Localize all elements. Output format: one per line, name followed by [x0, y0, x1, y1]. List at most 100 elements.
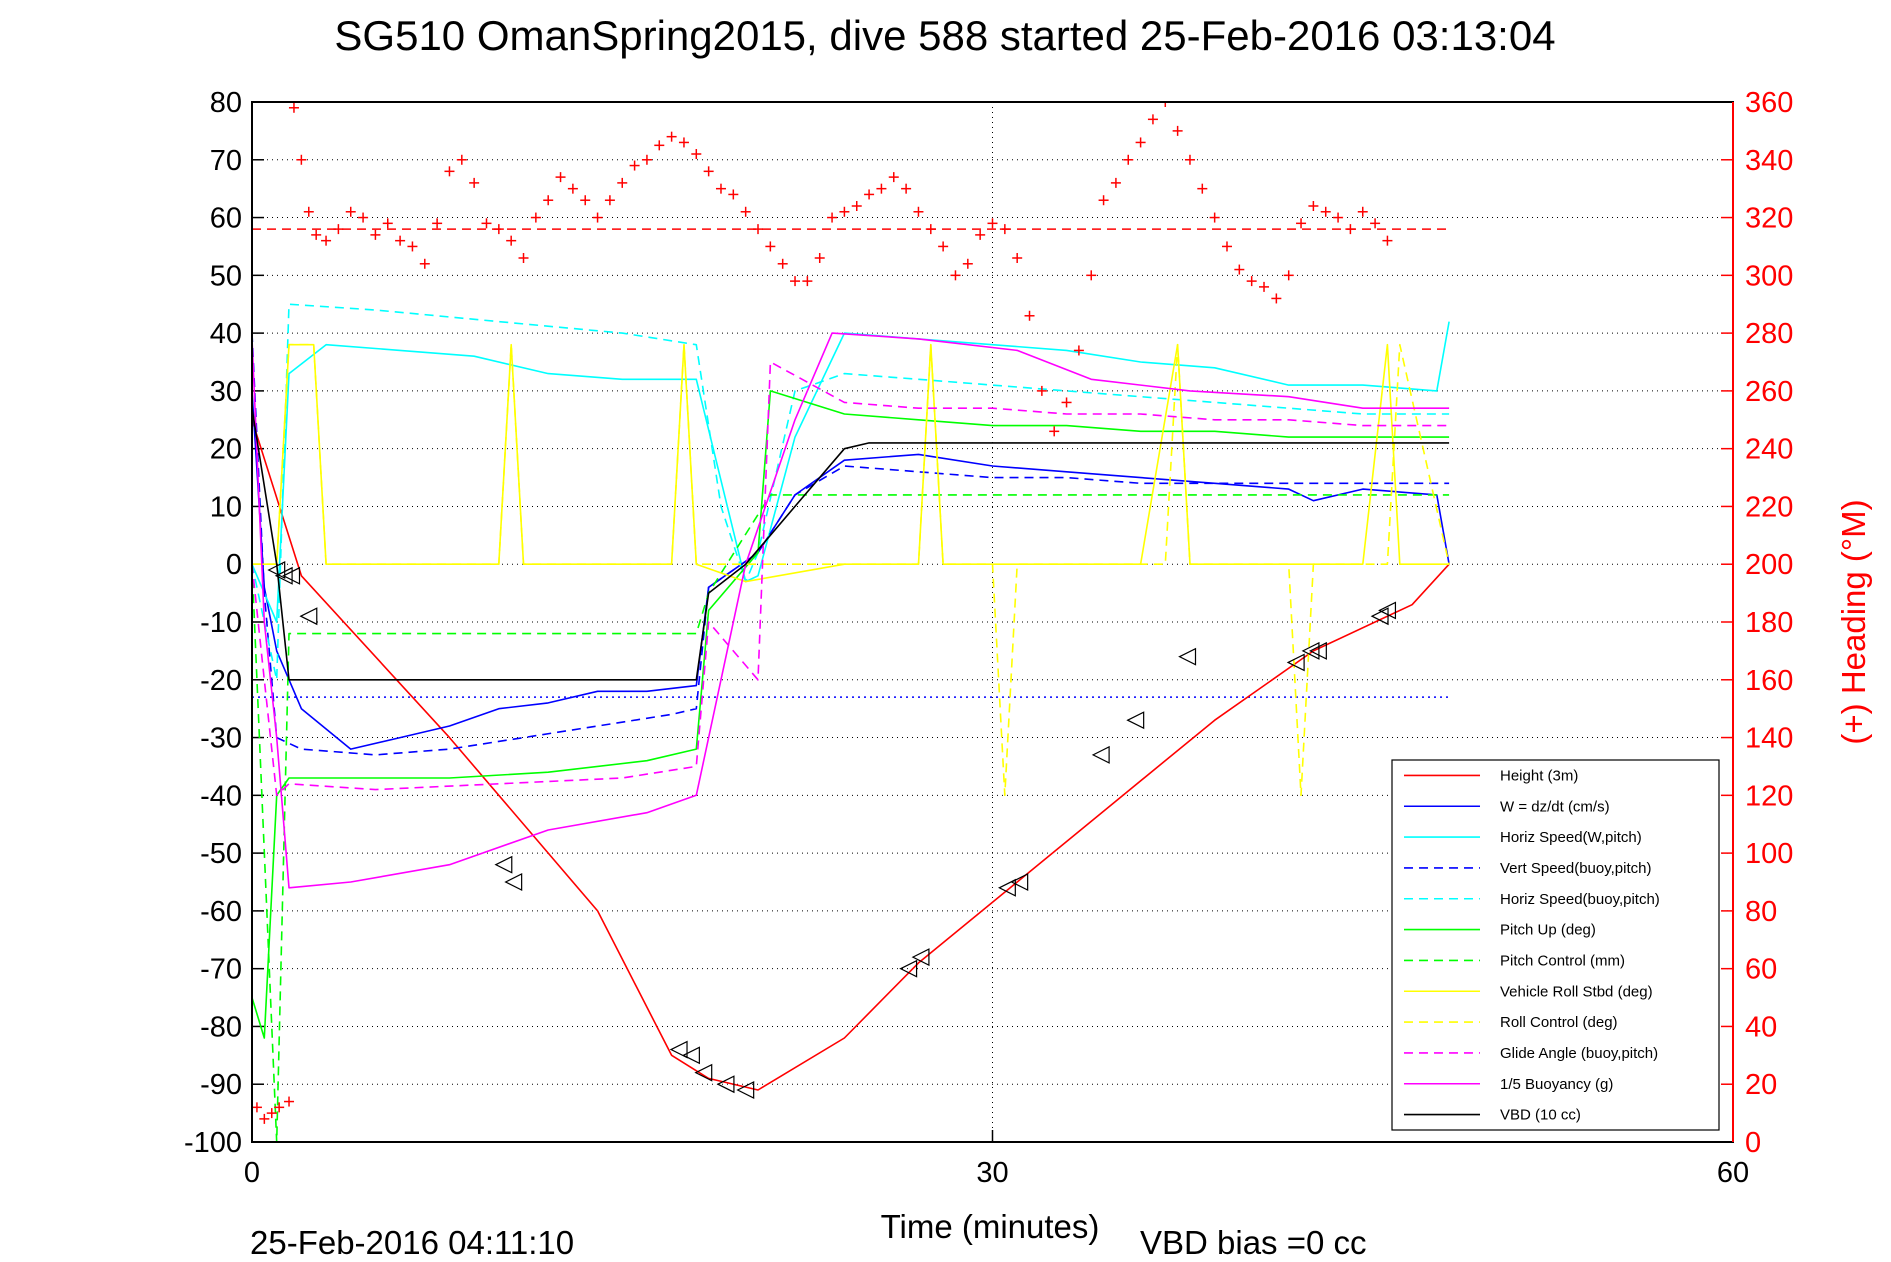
- heading-marker: [925, 224, 936, 235]
- heading-marker: [1345, 224, 1356, 235]
- heading-marker: [1012, 253, 1023, 263]
- heading-marker: [518, 253, 529, 263]
- triangle-marker: [267, 561, 286, 579]
- heading-marker: [456, 154, 467, 165]
- heading-marker: [481, 218, 492, 229]
- heading-marker: [266, 1108, 277, 1119]
- y-right-tick-label: 80: [1745, 896, 1777, 928]
- y-right-tick-label: 100: [1745, 838, 1793, 870]
- y-right-tick-label: 220: [1745, 491, 1793, 523]
- heading-marker: [864, 189, 875, 200]
- legend-entry: 1/5 Buoyancy (g): [1500, 1076, 1613, 1093]
- heading-marker: [1221, 241, 1232, 252]
- heading-marker: [288, 102, 299, 113]
- right-tick-labels: 3603403203002802602402202001801601401201…: [1745, 87, 1793, 1159]
- heading-marker: [1073, 345, 1084, 356]
- left-tick-labels: 80 70 60 50 40 30 20 10 0 -10 -20 -30 -40 -50 -60 -70 -8…: [184, 87, 242, 1159]
- heading-marker: [950, 270, 961, 281]
- heading-marker: [851, 201, 862, 211]
- legend-entry: Pitch Up (deg): [1500, 922, 1596, 939]
- y-tick-label: -20: [200, 665, 242, 697]
- heading-marker: [567, 183, 578, 194]
- y-tick-label: -90: [200, 1069, 242, 1101]
- y-tick-label: 20: [210, 434, 242, 466]
- heading-marker: [419, 258, 430, 269]
- triangle-marker: [899, 959, 918, 978]
- heading-marker: [432, 218, 443, 229]
- heading-marker: [382, 218, 393, 229]
- heading-marker: [1061, 397, 1072, 408]
- y-right-tick-label: 40: [1745, 1011, 1777, 1043]
- heading-marker: [296, 154, 307, 165]
- heading-marker: [469, 177, 480, 188]
- heading-marker: [1135, 137, 1146, 148]
- heading-marker: [938, 241, 949, 252]
- x-tick-label: 60: [1717, 1157, 1749, 1189]
- triangle-marker: [1286, 653, 1305, 672]
- y-tick-label: -100: [184, 1127, 242, 1159]
- heading-marker: [753, 224, 764, 235]
- heading-marker: [1160, 102, 1171, 107]
- y-right-tick-label: 360: [1745, 87, 1793, 119]
- y-tick-label: -60: [200, 896, 242, 928]
- legend-entry: Roll Control (deg): [1500, 1014, 1618, 1031]
- x-tick-label: 0: [244, 1157, 260, 1189]
- heading-marker: [1086, 270, 1097, 281]
- heading-marker: [592, 212, 603, 223]
- heading-marker: [629, 160, 640, 171]
- triangle-marker: [282, 566, 301, 585]
- chart-title: SG510 OmanSpring2015, dive 588 started 2…: [334, 12, 1555, 59]
- heading-marker: [1333, 212, 1344, 223]
- heading-marker: [407, 241, 418, 252]
- triangle-marker: [736, 1081, 755, 1099]
- x-tick-label: 30: [976, 1157, 1008, 1189]
- heading-marker: [999, 224, 1010, 235]
- y-right-tick-label: 20: [1745, 1069, 1777, 1101]
- y-right-tick-label: 60: [1745, 954, 1777, 986]
- legend-entry: Vert Speed(buoy,pitch): [1500, 860, 1651, 877]
- heading-marker: [975, 229, 986, 240]
- heading-marker: [259, 1113, 270, 1124]
- vbd-bias-label: VBD bias =0 cc: [1140, 1224, 1367, 1261]
- y-tick-label: -30: [200, 723, 242, 755]
- heading-marker: [395, 235, 406, 246]
- heading-marker: [1234, 264, 1245, 275]
- series-line: [252, 408, 1450, 681]
- y-tick-label: 70: [210, 145, 242, 177]
- heading-marker: [604, 195, 615, 206]
- triangle-marker: [911, 948, 930, 967]
- triangle-marker: [494, 855, 513, 874]
- y-right-tick-label: 120: [1745, 780, 1793, 812]
- y-tick-label: 30: [210, 376, 242, 408]
- legend-entry: Pitch Control (mm): [1500, 952, 1625, 969]
- heading-marker: [303, 206, 314, 217]
- heading-marker: [1357, 206, 1368, 217]
- heading-marker: [1283, 270, 1294, 281]
- heading-marker: [666, 131, 677, 142]
- heading-marker: [506, 235, 517, 246]
- y-tick-label: -40: [200, 780, 242, 812]
- heading-marker: [1209, 212, 1220, 223]
- series-layer: [252, 102, 1450, 1142]
- heading-marker: [740, 206, 751, 217]
- triangle-marker: [274, 566, 293, 585]
- triangle-marker: [1301, 641, 1320, 660]
- heading-marker: [1271, 293, 1282, 304]
- triangle-marker: [997, 878, 1016, 897]
- legend-box: [1391, 759, 1720, 1131]
- heading-marker: [252, 1102, 262, 1113]
- triangle-marker: [1091, 745, 1110, 764]
- heading-marker: [284, 1096, 295, 1107]
- heading-marker: [530, 212, 541, 223]
- heading-marker: [274, 1102, 285, 1113]
- heading-marker: [333, 224, 344, 235]
- heading-marker: [802, 276, 813, 287]
- legend-entry: Horiz Speed(buoy,pitch): [1500, 891, 1660, 908]
- heading-marker: [358, 212, 369, 223]
- triangle-marker: [1370, 607, 1389, 626]
- heading-marker: [728, 189, 739, 200]
- triangle-marker: [1126, 711, 1145, 730]
- heading-marker: [641, 154, 652, 165]
- y-tick-label: 10: [210, 491, 242, 523]
- triangle-marker: [504, 873, 523, 891]
